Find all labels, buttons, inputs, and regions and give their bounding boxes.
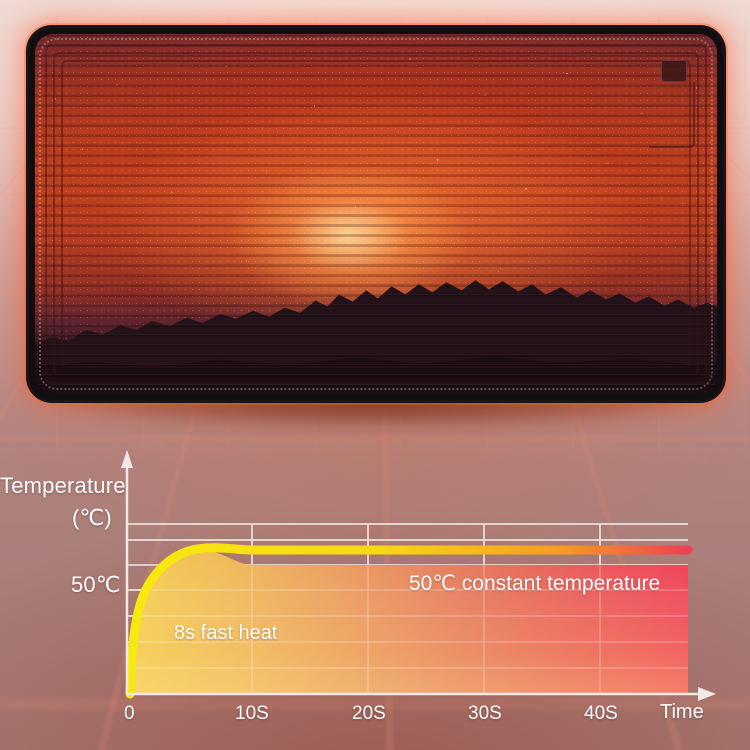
pad-stitching-edge bbox=[39, 38, 713, 390]
heating-wire-traces bbox=[35, 34, 717, 394]
x-tick-label-30s: 30S bbox=[468, 703, 502, 724]
y-tick-label-50c: 50℃ bbox=[71, 572, 121, 597]
temperature-time-chart bbox=[0, 430, 750, 750]
device-bezel bbox=[29, 28, 723, 400]
controller-chip-trace bbox=[649, 82, 695, 148]
heating-wire-highlights bbox=[35, 34, 717, 394]
x-tick-label-20s: 20S bbox=[352, 703, 386, 724]
heating-loop-middle bbox=[53, 52, 699, 376]
heating-loop-outer bbox=[45, 44, 707, 384]
heating-loop-inner bbox=[61, 60, 691, 368]
grid-horizontal-major bbox=[127, 523, 688, 541]
annotation-constant-temperature: 50℃ constant temperature bbox=[409, 572, 661, 595]
heating-pad-device bbox=[26, 25, 726, 403]
grid-over-fill bbox=[130, 565, 688, 694]
x-tick-label-0: 0 bbox=[124, 703, 135, 724]
x-tick-label-40s: 40S bbox=[584, 703, 618, 724]
treeline-silhouette bbox=[35, 272, 717, 394]
controller-chip-icon bbox=[661, 60, 687, 82]
y-axis-unit-label: (℃) bbox=[72, 505, 112, 530]
pad-surface-artwork bbox=[35, 34, 717, 394]
temperature-area-fill-overlay bbox=[130, 549, 688, 694]
annotation-fast-heat: 8s fast heat bbox=[174, 622, 278, 644]
x-axis-arrow bbox=[698, 687, 716, 701]
y-axis-arrow bbox=[121, 450, 133, 468]
temperature-curve bbox=[125, 543, 693, 699]
x-tick-label-10s: 10S bbox=[235, 703, 269, 724]
x-axis-title: Time bbox=[660, 701, 704, 723]
y-axis-title: Temperature bbox=[0, 473, 126, 498]
